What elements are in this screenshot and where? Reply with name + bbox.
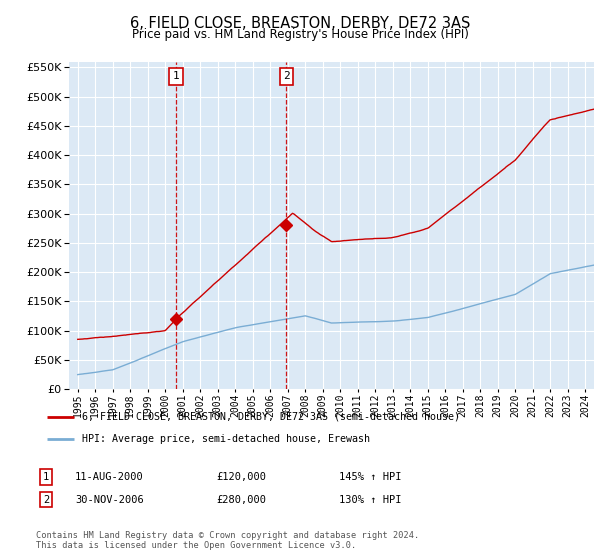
Text: £280,000: £280,000 <box>216 494 266 505</box>
Text: £120,000: £120,000 <box>216 472 266 482</box>
Text: 2: 2 <box>283 71 290 81</box>
Text: Contains HM Land Registry data © Crown copyright and database right 2024.
This d: Contains HM Land Registry data © Crown c… <box>36 531 419 550</box>
Text: Price paid vs. HM Land Registry's House Price Index (HPI): Price paid vs. HM Land Registry's House … <box>131 28 469 41</box>
Text: 11-AUG-2000: 11-AUG-2000 <box>75 472 144 482</box>
Text: 30-NOV-2006: 30-NOV-2006 <box>75 494 144 505</box>
Text: HPI: Average price, semi-detached house, Erewash: HPI: Average price, semi-detached house,… <box>82 434 370 444</box>
Text: 2: 2 <box>43 494 49 505</box>
Text: 6, FIELD CLOSE, BREASTON, DERBY, DE72 3AS: 6, FIELD CLOSE, BREASTON, DERBY, DE72 3A… <box>130 16 470 31</box>
Bar <box>176 62 286 389</box>
Text: 1: 1 <box>173 71 179 81</box>
Text: 6, FIELD CLOSE, BREASTON, DERBY, DE72 3AS (semi-detached house): 6, FIELD CLOSE, BREASTON, DERBY, DE72 3A… <box>82 412 460 422</box>
Text: 1: 1 <box>43 472 49 482</box>
Text: 145% ↑ HPI: 145% ↑ HPI <box>339 472 401 482</box>
Text: 130% ↑ HPI: 130% ↑ HPI <box>339 494 401 505</box>
